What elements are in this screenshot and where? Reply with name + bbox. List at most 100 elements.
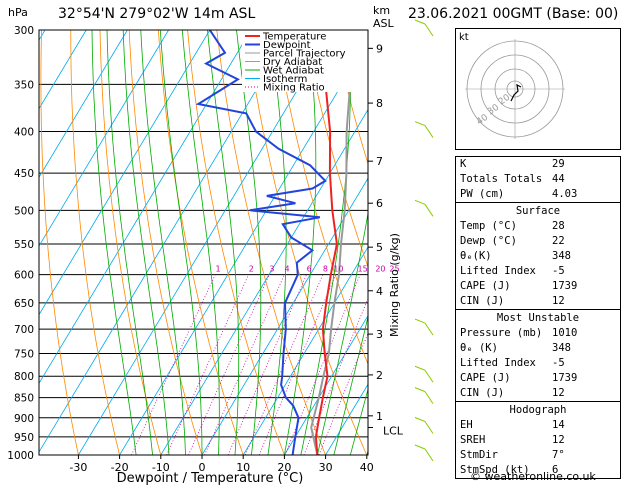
pressure-tick-label: 350 [14,79,34,91]
wet-adiabat-line [300,30,352,455]
stat-label: EH [460,419,473,431]
stat-label: Temp (°C) [460,220,517,232]
wind-barb-icon [424,369,434,383]
pressure-tick-label: 950 [14,432,34,444]
isotherm-line [201,177,368,455]
stat-label: Lifted Index [460,265,536,277]
parcel-trajectory [310,30,352,455]
temperature-tick-label: 10 [236,461,250,474]
stat-row: CIN (J) 12 [456,386,620,401]
mixing-ratio-label: 6 [307,265,312,274]
mixing-ratio-line [227,274,307,455]
stat-row: Lifted Index -5 [456,356,620,371]
wind-barb-icon [414,121,426,127]
wet-adiabat-line [122,30,170,455]
wet-adiabat-line [140,30,186,455]
temperature-profile [314,30,338,455]
wind-barb-icon [424,125,434,138]
stat-row: Totals Totals 44 [456,172,620,187]
dry-adiabat-line [245,30,368,455]
dry-adiabat-line [187,30,285,455]
stat-value: 22 [552,235,565,247]
wet-adiabat-line [284,30,317,455]
stat-row: CAPE (J) 1739 [456,371,620,386]
wet-adiabat-line [236,30,262,455]
stat-row: Dewp (°C) 22 [456,234,620,249]
legend-entry: Dewpoint [263,40,311,51]
legend-entry: Dry Adiabat [263,57,322,68]
stat-value: 1739 [552,280,578,292]
pressure-tick-label: 800 [14,371,34,383]
stat-value: 12 [552,387,565,399]
stat-label: K [460,158,467,170]
hpa-unit-label: hPa [8,6,28,19]
mixing-ratio-axis-label: Mixing Ratio (g/kg) [388,233,401,337]
most-unstable-section-title: Most Unstable [496,312,580,324]
pressure-tick-label: 500 [14,205,34,217]
stat-value: 14 [552,419,565,431]
stat-label: CAPE (J) [460,372,511,384]
isotherm-line [39,30,128,179]
dry-adiabat-line [274,30,368,366]
stat-row: θₑ(K) 348 [456,249,620,264]
stat-value: 29 [552,158,565,170]
pressure-tick-label: 450 [14,168,34,180]
wind-barb-icon [424,448,434,462]
stat-value: 6 [552,464,559,476]
pressure-tick-label: 750 [14,348,34,360]
km-tick-label: 2 [376,369,383,382]
isotherm-line [39,30,293,453]
stat-value: 1739 [552,372,578,384]
stat-value: 4.03 [552,188,578,200]
stat-row: CIN (J) 12 [456,294,620,309]
mixing-ratio-label: 10 [333,265,343,274]
legend-entry: Isotherm [263,74,307,85]
stat-label: Dewp (°C) [460,235,517,247]
isotherm-line [78,30,334,455]
stat-value: 348 [552,342,571,354]
stat-row: SREH 12 [456,433,620,448]
pressure-tick-label: 700 [14,324,34,336]
mixing-ratio-label: 20 [375,265,385,274]
temperature-tick-label: -10 [152,461,170,474]
stat-row: StmDir 7° [456,448,620,463]
stat-row: θₑ (K) 348 [456,341,620,356]
mixing-ratio-label: 4 [285,265,290,274]
legend-entry: Wet Adiabat [263,66,324,77]
mixing-ratio-line [188,274,270,455]
isotherm-line [242,246,368,455]
wind-barb-icon [414,199,426,205]
stat-row: K 29 [456,157,620,172]
wet-adiabat-line [349,387,368,455]
dry-adiabat-line [128,30,203,455]
wind-barb-icon [424,421,434,434]
wet-adiabat-line [159,30,203,455]
stat-row: PW (cm) 4.03 [456,187,620,202]
x-axis-label: Dewpoint / Temperature (°C) [117,471,304,486]
stat-label: CAPE (J) [460,280,511,292]
credit-footer: © weatheronline.co.uk [470,470,596,483]
stat-label: CIN (J) [460,295,505,307]
mixing-ratio-line [131,274,216,455]
km-tick-label: 7 [376,155,383,168]
stat-label: StmDir [460,449,498,461]
pressure-tick-label: 550 [14,239,34,251]
dry-adiabat-line [40,30,79,455]
wet-adiabat-line [207,30,240,455]
stat-label: Pressure (mb) [460,327,543,339]
mixing-ratio-label: 25 [389,265,399,274]
wind-barb-icon [414,19,426,25]
mixing-ratio-label: 2 [249,265,254,274]
stat-label: Totals Totals [460,173,543,185]
stat-value: 1010 [552,327,578,339]
lcl-label: LCL [383,424,404,437]
km-tick-label: 4 [376,285,383,298]
stat-row: EH 14 [456,418,620,433]
wind-barb-icon [414,387,426,393]
mixing-ratio-line [318,332,368,455]
pressure-tick-label: 600 [14,270,34,282]
stat-value: 12 [552,434,565,446]
wet-adiabat-line [317,210,368,455]
